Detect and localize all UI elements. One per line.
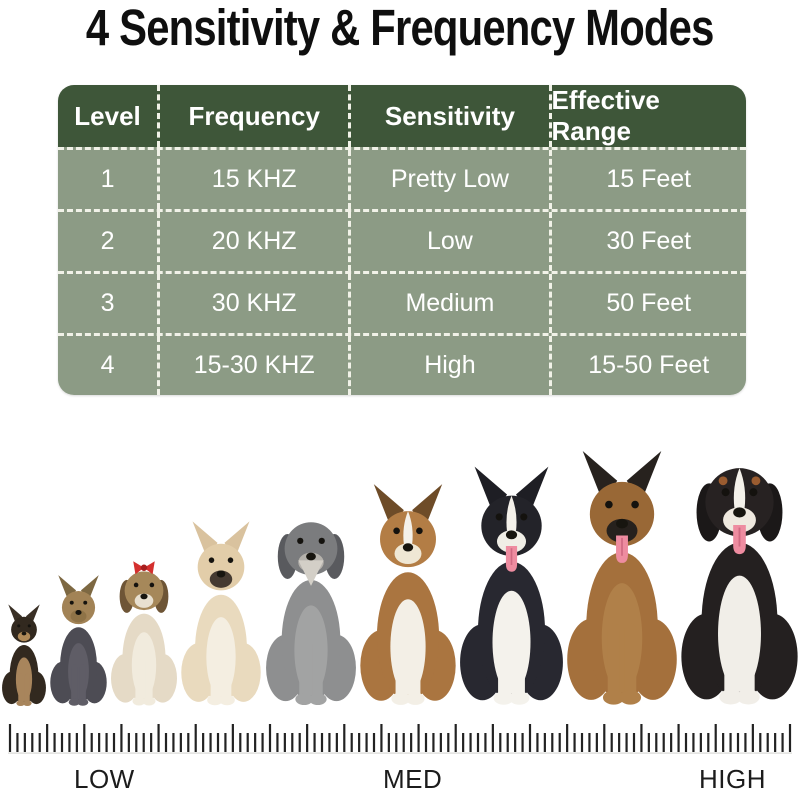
table-cell: Pretty Low bbox=[348, 150, 548, 209]
dog-chihuahua bbox=[2, 602, 46, 712]
table-cell: Medium bbox=[348, 274, 548, 333]
dog-shih-tzu bbox=[111, 549, 178, 712]
page-title-text: 4 Sensitivity & Frequency Modes bbox=[86, 0, 714, 56]
page-title: 4 Sensitivity & Frequency Modes bbox=[0, 0, 800, 56]
yorkshire-terrier-illustration bbox=[50, 575, 107, 706]
header-frequency: Frequency bbox=[157, 85, 348, 147]
chihuahua-illustration bbox=[2, 604, 46, 707]
table-cell: 20 KHZ bbox=[157, 212, 348, 271]
header-sensitivity: Sensitivity bbox=[348, 85, 548, 147]
header-level: Level bbox=[74, 100, 141, 131]
dog-schnauzer bbox=[265, 492, 356, 712]
dog-border-collie bbox=[459, 461, 563, 712]
table-cell: 15 KHZ bbox=[157, 150, 348, 209]
table-cell: Low bbox=[348, 212, 548, 271]
table-row-4: 4 15-30 KHZ High 15-50 Feet bbox=[58, 333, 746, 395]
shih-tzu-illustration bbox=[111, 561, 178, 706]
dog-belgian-malinois bbox=[567, 445, 677, 712]
french-bulldog-illustration bbox=[181, 521, 262, 706]
ruler-ticks bbox=[8, 724, 792, 754]
belgian-malinois-illustration bbox=[567, 450, 677, 705]
table-row-1: 1 15 KHZ Pretty Low 15 Feet bbox=[58, 147, 746, 209]
dog-sheltie bbox=[359, 479, 456, 712]
dog-french-bulldog bbox=[181, 517, 262, 712]
dog-yorkshire-terrier bbox=[50, 572, 107, 712]
table-cell: 2 bbox=[100, 227, 115, 255]
sheltie-illustration bbox=[359, 484, 456, 705]
table-cell: High bbox=[348, 336, 548, 395]
schnauzer-illustration bbox=[265, 522, 356, 706]
header-effective-range: Effective Range bbox=[548, 85, 746, 147]
table-cell: 30 KHZ bbox=[157, 274, 348, 333]
table-header-row: Level Frequency Sensitivity Effective Ra… bbox=[58, 85, 746, 147]
table-cell: 15-30 KHZ bbox=[157, 336, 348, 395]
table-cell: 30 Feet bbox=[548, 212, 746, 271]
table-cell: 15-50 Feet bbox=[548, 336, 746, 395]
table-cell: 1 bbox=[100, 165, 115, 193]
border-collie-illustration bbox=[459, 466, 563, 705]
table-cell: 4 bbox=[100, 351, 115, 379]
table-cell: 15 Feet bbox=[548, 150, 746, 209]
table-cell: 50 Feet bbox=[548, 274, 746, 333]
table-cell: 3 bbox=[100, 289, 115, 317]
scale-label-low: LOW bbox=[74, 764, 135, 794]
scale-label-high: HIGH bbox=[699, 764, 766, 794]
dog-size-lineup bbox=[2, 430, 798, 712]
ruler-scale bbox=[8, 721, 792, 758]
table-row-3: 3 30 KHZ Medium 50 Feet bbox=[58, 271, 746, 333]
swiss-mountain-dog-illustration bbox=[681, 468, 798, 705]
table-row-2: 2 20 KHZ Low 30 Feet bbox=[58, 209, 746, 271]
dog-swiss-mountain-dog bbox=[681, 429, 798, 712]
modes-table: Level Frequency Sensitivity Effective Ra… bbox=[58, 85, 746, 395]
scale-label-med: MED bbox=[383, 764, 443, 794]
